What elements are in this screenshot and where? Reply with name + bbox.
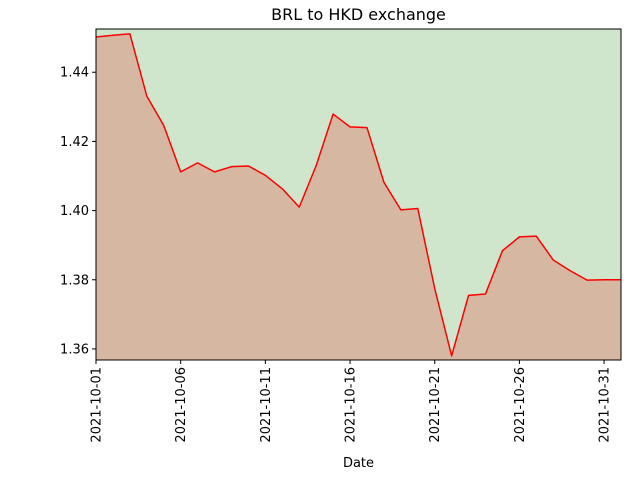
x-tick-label: 2021-10-16 (344, 367, 359, 443)
x-tick-label: 2021-10-06 (174, 367, 189, 443)
x-tick-label: 2021-10-26 (513, 367, 528, 443)
x-tick-label: 2021-10-01 (90, 367, 105, 443)
axes-frame (95, 28, 622, 361)
plot-area: 1.36 1.38 1.40 1.42 1.44 2021-10-01 2021-10-06… (60, 28, 622, 443)
x-tick-label: 2021-10-31 (598, 367, 613, 443)
area-below (96, 33, 621, 361)
y-tick-label: 1.42 (60, 135, 89, 150)
y-tick-label: 1.38 (60, 273, 89, 288)
chart-title: BRL to HKD exchange (271, 5, 446, 24)
series-line (95, 33, 621, 357)
area-above (96, 29, 621, 356)
x-axis-label: Date (343, 456, 374, 471)
y-tick-label: 1.44 (60, 66, 89, 81)
y-tick-label: 1.40 (60, 204, 89, 219)
x-tick-label: 2021-10-21 (428, 367, 443, 443)
x-tick-label: 2021-10-11 (259, 367, 274, 443)
y-tick-label: 1.36 (60, 342, 89, 357)
